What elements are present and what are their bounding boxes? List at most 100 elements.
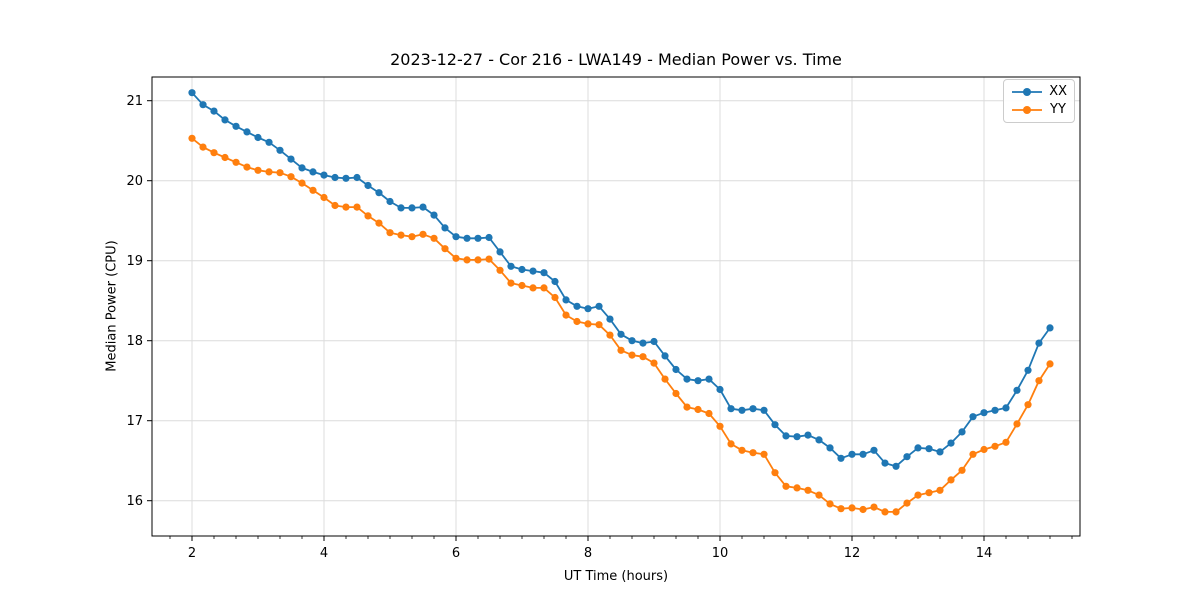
data-point-xx — [1046, 324, 1054, 332]
data-point-yy — [584, 320, 592, 328]
data-point-xx — [573, 302, 581, 310]
data-point-yy — [848, 504, 856, 512]
data-point-yy — [815, 491, 823, 499]
data-point-yy — [727, 440, 735, 448]
data-point-yy — [386, 229, 394, 237]
chart-title: 2023-12-27 - Cor 216 - LWA149 - Median P… — [390, 50, 842, 69]
data-point-yy — [1002, 438, 1010, 446]
data-point-yy — [914, 491, 922, 499]
data-point-xx — [1024, 366, 1032, 374]
data-point-yy — [903, 499, 911, 507]
data-point-yy — [969, 450, 977, 458]
data-point-yy — [199, 143, 207, 151]
x-tick-label: 2 — [188, 546, 196, 561]
data-point-xx — [364, 181, 372, 190]
legend-item-xx: XX — [1011, 85, 1067, 99]
data-point-xx — [716, 385, 724, 394]
data-point-xx — [188, 89, 196, 97]
data-point-xx — [210, 107, 218, 115]
data-point-yy — [738, 446, 746, 454]
data-point-xx — [606, 315, 614, 323]
data-point-yy — [925, 489, 933, 497]
data-point-yy — [331, 201, 339, 210]
data-point-xx — [738, 406, 746, 414]
data-point-yy — [639, 353, 647, 361]
data-point-yy — [397, 231, 405, 239]
data-point-yy — [936, 486, 944, 494]
data-point-xx — [276, 146, 284, 154]
data-point-xx — [309, 168, 317, 176]
data-point-yy — [617, 346, 625, 354]
data-point-xx — [474, 234, 482, 242]
data-point-xx — [496, 248, 504, 256]
data-point-xx — [639, 339, 647, 347]
data-point-xx — [1035, 339, 1043, 347]
data-point-yy — [870, 503, 878, 511]
data-point-xx — [650, 337, 658, 346]
data-point-xx — [518, 265, 526, 274]
data-point-yy — [353, 203, 361, 211]
data-point-xx — [298, 164, 306, 172]
legend-item-yy: YY — [1011, 103, 1067, 117]
data-point-yy — [408, 233, 416, 241]
data-point-xx — [430, 211, 438, 219]
data-point-yy — [375, 219, 383, 227]
data-point-xx — [1002, 404, 1010, 412]
data-point-yy — [628, 351, 636, 359]
x-tick-label: 14 — [976, 546, 993, 561]
data-point-yy — [474, 256, 482, 264]
data-point-yy — [804, 486, 812, 494]
data-point-yy — [463, 256, 471, 264]
legend-line-marker-xx-icon — [1012, 88, 1042, 96]
data-point-xx — [628, 337, 636, 345]
data-point-yy — [496, 266, 504, 274]
data-point-yy — [210, 149, 218, 157]
data-point-xx — [441, 224, 449, 232]
data-point-yy — [650, 359, 658, 367]
data-point-xx — [694, 377, 702, 385]
data-point-xx — [375, 189, 383, 197]
data-point-yy — [573, 317, 581, 326]
data-point-xx — [947, 439, 955, 447]
data-point-yy — [749, 449, 757, 457]
data-point-xx — [265, 138, 273, 146]
legend-line-marker-yy-icon — [1012, 106, 1042, 114]
data-point-yy — [683, 403, 691, 411]
data-point-xx — [232, 122, 240, 130]
data-point-yy — [562, 311, 570, 319]
data-point-yy — [298, 179, 306, 187]
data-point-xx — [760, 406, 768, 414]
x-tick-label: 10 — [712, 546, 729, 561]
data-point-xx — [848, 450, 856, 458]
series-line-yy — [191, 137, 1051, 513]
data-point-yy — [980, 445, 988, 454]
data-point-xx — [683, 375, 691, 383]
data-point-xx — [485, 233, 493, 242]
data-point-yy — [771, 469, 779, 477]
x-tick-label: 8 — [584, 546, 592, 561]
data-point-yy — [1035, 377, 1043, 385]
data-point-xx — [529, 267, 537, 275]
data-point-xx — [595, 302, 603, 310]
data-point-xx — [782, 432, 790, 440]
data-point-xx — [804, 431, 812, 439]
y-tick-label: 21 — [126, 94, 143, 109]
data-point-xx — [452, 233, 460, 241]
data-point-yy — [287, 173, 295, 181]
data-point-xx — [925, 445, 933, 453]
data-point-xx — [320, 171, 328, 179]
data-point-yy — [232, 158, 240, 166]
data-point-xx — [870, 446, 878, 454]
data-point-yy — [661, 375, 669, 383]
data-point-xx — [419, 203, 427, 211]
data-point-xx — [980, 409, 988, 417]
data-point-yy — [947, 476, 955, 484]
data-point-yy — [364, 212, 372, 220]
data-point-yy — [551, 293, 559, 302]
data-point-yy — [859, 505, 867, 514]
y-axis-label: Median Power (CPU) — [104, 240, 120, 372]
data-point-xx — [936, 448, 944, 456]
data-point-yy — [958, 466, 966, 474]
x-tick-label: 4 — [320, 546, 328, 561]
